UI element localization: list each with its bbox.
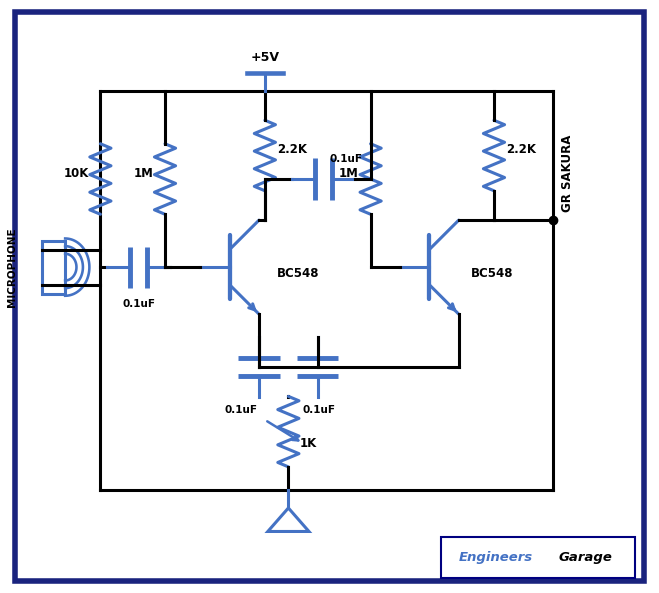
Text: 1M: 1M — [339, 167, 359, 180]
Text: GR SAKURA: GR SAKURA — [561, 135, 574, 212]
Text: +5V: +5V — [250, 52, 279, 65]
Text: 0.1uF: 0.1uF — [302, 405, 335, 415]
Text: 1M: 1M — [133, 167, 154, 180]
FancyBboxPatch shape — [15, 12, 644, 581]
Text: 0.1uF: 0.1uF — [330, 154, 362, 164]
Text: MICROPHONE: MICROPHONE — [7, 227, 17, 307]
Text: Engineers: Engineers — [459, 551, 533, 565]
Text: 2.2K: 2.2K — [277, 143, 306, 156]
Text: BC548: BC548 — [277, 266, 319, 279]
Text: BC548: BC548 — [471, 266, 513, 279]
Text: 0.1uF: 0.1uF — [122, 299, 155, 310]
Text: 0.1uF: 0.1uF — [225, 405, 258, 415]
Text: Garage: Garage — [559, 551, 612, 565]
Text: 1K: 1K — [300, 437, 318, 450]
Text: 10K: 10K — [63, 167, 89, 180]
Bar — [42, 241, 65, 294]
Text: 2.2K: 2.2K — [505, 143, 536, 156]
FancyBboxPatch shape — [441, 537, 635, 579]
